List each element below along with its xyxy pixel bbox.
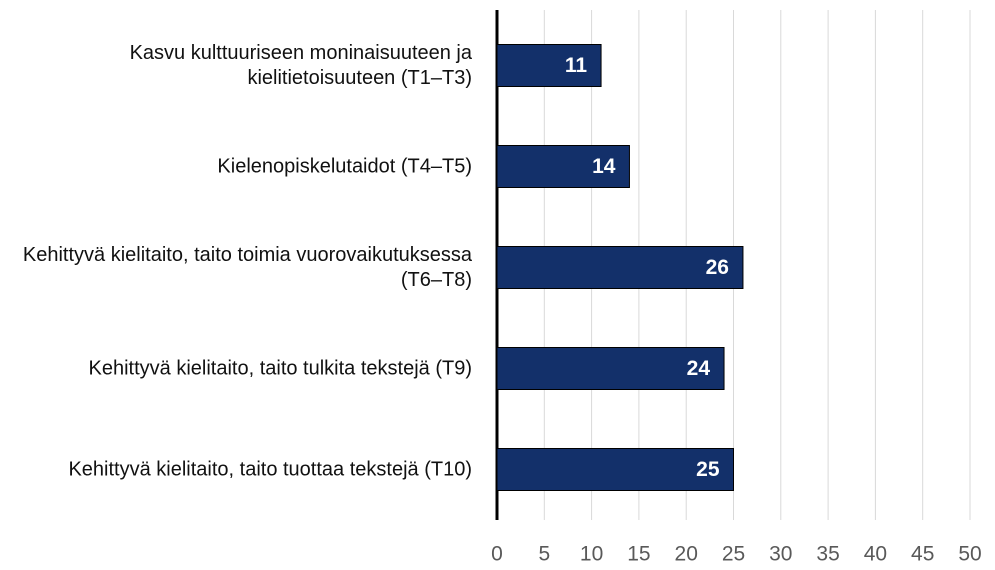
- data-label: 25: [696, 458, 720, 481]
- bar: [496, 448, 734, 491]
- data-label: 24: [687, 357, 711, 380]
- x-tick-label: 50: [958, 543, 981, 566]
- x-tick-label: 35: [816, 543, 839, 566]
- y-tick-label: Kehittyvä kielitaito, taito tuottaa teks…: [68, 458, 472, 480]
- bar: [496, 347, 725, 390]
- y-tick-label: Kehittyvä kielitaito, taito tulkita teks…: [88, 357, 473, 379]
- x-tick-label: 5: [538, 543, 550, 566]
- x-tick-label: 30: [769, 543, 792, 566]
- data-label: 11: [565, 54, 588, 77]
- data-label: 26: [706, 256, 729, 279]
- bar: [496, 44, 602, 87]
- x-tick-label: 20: [675, 543, 698, 566]
- bar: [496, 246, 744, 289]
- y-tick-label: Kasvu kulttuuriseen moninaisuuteen ja ki…: [129, 41, 472, 89]
- bar: [496, 145, 630, 188]
- x-tick-label: 0: [491, 543, 503, 566]
- x-tick-label: 15: [627, 543, 650, 566]
- y-tick-label: Kehittyvä kielitaito, taito toimia vuoro…: [22, 243, 472, 291]
- data-label: 14: [592, 155, 616, 178]
- x-tick-label: 45: [911, 543, 934, 566]
- x-tick-label: 40: [864, 543, 887, 566]
- x-tick-label: 10: [580, 543, 603, 566]
- y-tick-label: Kielenopiskelutaidot (T4–T5): [217, 155, 472, 177]
- x-tick-label: 25: [722, 543, 745, 566]
